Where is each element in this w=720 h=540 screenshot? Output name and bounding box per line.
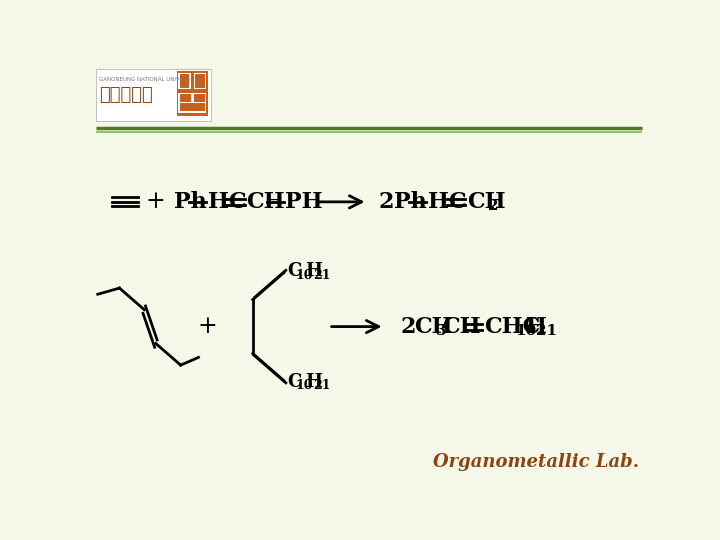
Text: H: H (526, 315, 547, 338)
Bar (194, 72, 206, 90)
Bar (177, 71, 208, 116)
Text: 2: 2 (400, 315, 415, 338)
Text: PH: PH (285, 191, 323, 213)
Text: HC: HC (428, 191, 467, 213)
Bar (180, 74, 189, 88)
Text: 10: 10 (515, 324, 536, 338)
Text: 21: 21 (536, 324, 557, 338)
Text: CH: CH (414, 315, 453, 338)
Text: 10: 10 (295, 268, 313, 281)
Text: +: + (145, 191, 165, 213)
Bar (179, 72, 191, 90)
Bar (195, 74, 204, 88)
Text: 21: 21 (313, 380, 330, 393)
Text: C: C (287, 262, 301, 280)
Text: Ph: Ph (394, 191, 426, 213)
Text: H: H (305, 262, 323, 280)
Text: H: H (305, 373, 323, 391)
Text: 21: 21 (313, 268, 330, 281)
Text: 3: 3 (436, 324, 446, 338)
Text: +: + (198, 315, 217, 338)
Text: 2: 2 (487, 199, 498, 213)
Bar (180, 103, 204, 111)
Text: 2: 2 (378, 191, 394, 213)
Bar (179, 92, 206, 112)
Bar (194, 94, 204, 102)
Text: C: C (287, 373, 301, 391)
Text: Ph: Ph (174, 191, 207, 213)
Text: 10: 10 (295, 380, 313, 393)
Text: CH: CH (467, 191, 505, 213)
Text: GANGNEUNG NATIONAL UNIVERSITY: GANGNEUNG NATIONAL UNIVERSITY (99, 77, 199, 82)
Text: CHC: CHC (484, 315, 540, 338)
Text: HC: HC (208, 191, 246, 213)
Text: CH: CH (246, 191, 285, 213)
Text: Organometallic Lab.: Organometallic Lab. (433, 454, 639, 471)
FancyBboxPatch shape (96, 69, 211, 121)
Bar (180, 94, 191, 102)
Text: 강릉대학교: 강릉대학교 (99, 86, 153, 104)
Text: CH: CH (442, 315, 480, 338)
